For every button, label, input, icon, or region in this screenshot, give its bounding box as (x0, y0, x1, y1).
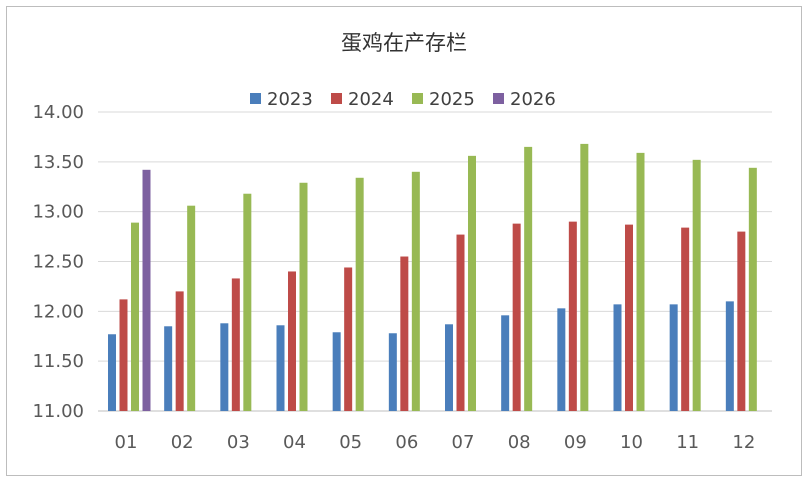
x-axis-ticks: 01 02 03 04 05 06 07 08 09 10 11 12 (115, 432, 756, 453)
bar-2024-03 (231, 278, 240, 411)
legend-swatch-2024 (331, 93, 342, 104)
x-tick-label: 02 (171, 432, 194, 453)
bar-2023-10 (613, 304, 622, 411)
y-axis-ticks: 11.00 11.50 12.00 12.50 13.00 13.50 14.00 (32, 102, 84, 422)
x-tick-label: 11 (676, 432, 699, 453)
x-tick-label: 03 (227, 432, 250, 453)
bar-2023-09 (557, 308, 566, 411)
bar-2024-12 (737, 231, 746, 411)
legend-swatch-2025 (412, 93, 423, 104)
bar-2025-01 (131, 222, 139, 411)
bar-2024-05 (344, 267, 353, 411)
bar-2025-09 (580, 143, 589, 412)
bar-2023-06 (388, 333, 397, 411)
bar-2025-03 (243, 193, 252, 411)
bar-2025-07 (468, 155, 476, 411)
bar-2024-10 (625, 224, 633, 411)
chart-title: 蛋鸡在产存栏 (341, 31, 467, 55)
bar-2024-04 (288, 271, 296, 411)
bar-2025-02 (187, 205, 196, 411)
bars (108, 143, 757, 412)
bar-2023-08 (501, 315, 510, 411)
legend-label: 2025 (429, 89, 475, 110)
x-tick-label: 10 (620, 432, 643, 453)
y-tick-label: 13.00 (32, 202, 84, 223)
x-tick-label: 12 (732, 432, 755, 453)
bar-2023-05 (332, 332, 341, 411)
y-tick-label: 12.50 (32, 252, 84, 273)
bar-2025-10 (636, 152, 645, 411)
y-tick-label: 14.00 (32, 102, 84, 123)
bar-2023-04 (276, 325, 285, 411)
bar-2025-11 (692, 159, 701, 411)
bar-2023-03 (220, 323, 229, 411)
x-tick-label: 08 (508, 432, 531, 453)
bar-2026-01 (142, 169, 151, 411)
bar-2025-04 (299, 182, 308, 411)
bar-2023-12 (725, 301, 734, 411)
bar-2024-09 (568, 221, 577, 411)
x-tick-label: 09 (564, 432, 587, 453)
bar-2024-11 (681, 227, 690, 411)
legend: 2023 2024 2025 2026 (250, 89, 556, 110)
bar-2023-01 (108, 334, 116, 411)
x-tick-label: 06 (395, 432, 418, 453)
bar-2024-01 (119, 299, 128, 411)
legend-label: 2024 (348, 89, 394, 110)
y-tick-label: 12.00 (32, 301, 84, 322)
bar-2024-06 (400, 256, 409, 411)
y-tick-label: 11.00 (32, 401, 84, 422)
y-tick-label: 11.50 (32, 351, 84, 372)
x-tick-label: 04 (283, 432, 306, 453)
bar-2023-07 (445, 324, 453, 411)
bar-2024-02 (175, 291, 184, 411)
bar-2025-08 (524, 146, 533, 411)
legend-label: 2026 (510, 89, 556, 110)
bar-2024-07 (456, 234, 465, 411)
bar-2025-06 (411, 171, 420, 411)
bar-2024-08 (512, 223, 521, 411)
x-tick-label: 01 (115, 432, 138, 453)
legend-swatch-2023 (250, 93, 261, 104)
y-tick-label: 13.50 (32, 152, 84, 173)
bar-2023-02 (164, 326, 173, 411)
x-tick-label: 07 (452, 432, 475, 453)
x-tick-label: 05 (339, 432, 362, 453)
bar-2025-12 (748, 167, 757, 411)
legend-label: 2023 (267, 89, 313, 110)
gridlines (98, 111, 772, 412)
bar-2025-05 (355, 177, 364, 411)
bar-2023-11 (669, 304, 678, 411)
legend-swatch-2026 (493, 93, 504, 104)
